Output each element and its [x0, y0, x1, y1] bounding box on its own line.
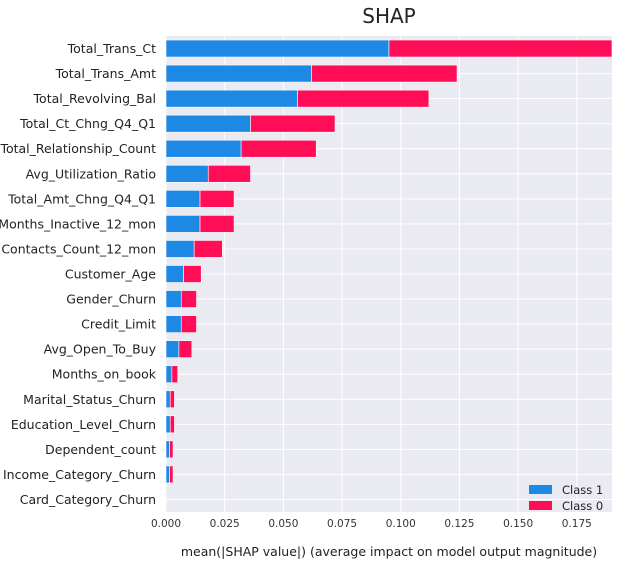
legend-swatch-class-1: [529, 485, 552, 494]
category-label: Dependent_count: [45, 442, 156, 457]
category-label: Total_Ct_Chng_Q4_Q1: [19, 116, 156, 131]
category-label: Total_Revolving_Bal: [33, 91, 156, 106]
bar-class-0: [240, 139, 317, 158]
bar-class-0: [169, 440, 174, 459]
legend: Class 1 Class 0: [529, 483, 603, 513]
bar-class-0: [169, 415, 175, 434]
bar-class-1: [165, 114, 251, 133]
category-label: Contacts_Count_12_mon: [1, 241, 156, 256]
bar-class-1: [165, 89, 298, 108]
chart-title: SHAP: [362, 4, 415, 28]
bar-class-0: [183, 265, 202, 283]
bar-class-1: [165, 240, 195, 258]
category-label: Total_Trans_Amt: [55, 66, 156, 81]
bar-class-1: [165, 290, 182, 308]
bar-class-0: [180, 290, 197, 308]
bar-class-0: [178, 340, 193, 358]
category-label: Card_Category_Churn: [20, 492, 156, 507]
category-label: Customer_Age: [65, 267, 156, 282]
legend-label-class-0: Class 0: [562, 499, 603, 513]
bar-class-1: [165, 64, 312, 83]
bar-class-0: [169, 465, 174, 484]
bar-class-0: [171, 365, 179, 384]
bar-class-0: [169, 390, 175, 409]
bars: [165, 39, 613, 484]
category-label: Credit_Limit: [81, 317, 156, 332]
category-label: Months_on_book: [52, 367, 157, 382]
bar-class-0: [180, 315, 197, 333]
x-tick-label: 0.050: [268, 518, 298, 530]
category-label: Avg_Utilization_Ratio: [26, 166, 156, 181]
bar-class-1: [165, 415, 171, 434]
bar-class-1: [165, 315, 182, 333]
category-label: Months_Inactive_12_mon: [0, 216, 156, 231]
category-label: Education_Level_Churn: [11, 417, 156, 432]
bar-class-0: [199, 190, 235, 208]
bar-class-1: [165, 440, 170, 459]
bar-class-1: [165, 465, 170, 484]
category-label: Total_Relationship_Count: [0, 141, 156, 156]
bar-class-1: [165, 265, 184, 283]
bar-class-0: [297, 89, 430, 108]
bar-class-1: [165, 390, 171, 409]
category-label: Total_Amt_Chng_Q4_Q1: [7, 191, 156, 206]
legend-label-class-1: Class 1: [562, 483, 603, 497]
category-label: Avg_Open_To_Buy: [44, 342, 157, 357]
category-label: Gender_Churn: [66, 292, 156, 307]
bar-class-0: [388, 39, 613, 58]
x-tick-label: 0.175: [562, 518, 592, 530]
x-axis-label: mean(|SHAP value|) (average impact on mo…: [181, 544, 597, 559]
bar-class-1: [165, 190, 201, 208]
bar-class-1: [165, 39, 390, 58]
bar-class-1: [165, 365, 173, 384]
bar-class-0: [193, 240, 223, 258]
bar-class-1: [165, 139, 242, 158]
bar-class-0: [199, 215, 235, 233]
bar-class-1: [165, 340, 180, 358]
bar-class-1: [165, 215, 201, 233]
bar-class-0: [250, 114, 336, 133]
category-label: Total_Trans_Ct: [67, 41, 156, 56]
x-tick-labels: 0.000 0.025 0.050 0.075 0.100 0.125 0.150 0.175: [151, 518, 592, 530]
x-tick-label: 0.000: [151, 518, 181, 530]
x-tick-label: 0.100: [386, 518, 416, 530]
x-tick-label: 0.150: [503, 518, 533, 530]
category-label: Marital_Status_Churn: [23, 392, 156, 407]
category-label: Income_Category_Churn: [3, 467, 156, 482]
x-tick-label: 0.125: [444, 518, 474, 530]
bar-class-0: [311, 64, 458, 83]
x-tick-label: 0.075: [327, 518, 357, 530]
legend-swatch-class-0: [529, 501, 552, 510]
x-tick-label: 0.025: [210, 518, 240, 530]
bar-class-1: [165, 164, 209, 183]
category-labels: Total_Trans_Ct Total_Trans_Amt Total_Revol…: [0, 41, 157, 507]
bar-class-0: [207, 164, 251, 183]
